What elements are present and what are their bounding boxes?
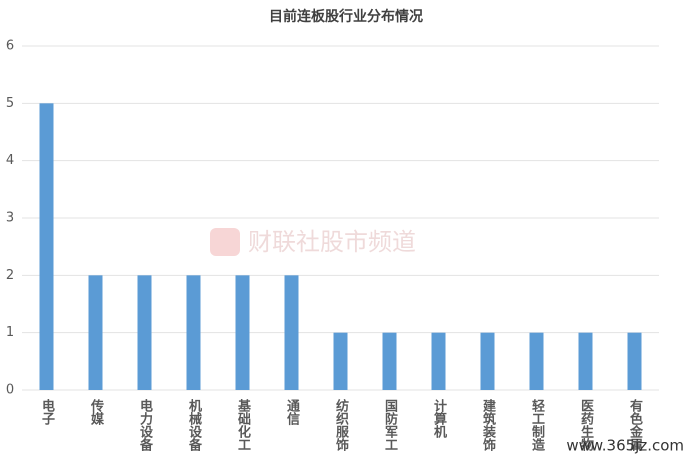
bar — [284, 275, 299, 390]
bar — [627, 332, 642, 390]
x-tick-label: 通信 — [284, 398, 300, 426]
watermark-logo — [210, 228, 240, 256]
bar — [382, 332, 397, 390]
bar — [137, 275, 152, 390]
x-tick-label: 国防军工 — [382, 399, 398, 451]
bar — [88, 275, 103, 390]
x-tick-label: 传媒 — [88, 398, 105, 426]
x-tick-label: 医药生物 — [578, 399, 594, 452]
x-tick-label: 有色金属 — [627, 398, 644, 452]
bar — [186, 275, 201, 390]
y-tick-label: 3 — [6, 211, 14, 226]
bar — [235, 275, 250, 390]
y-tick-label: 6 — [6, 39, 14, 54]
bar — [480, 332, 495, 390]
x-tick-label: 电子 — [39, 398, 55, 426]
x-tick-label: 基础化工 — [235, 398, 252, 451]
source-watermark: www.365jz.com — [566, 437, 684, 455]
x-tick-label: 轻工制造 — [529, 398, 545, 452]
y-tick-label: 0 — [6, 383, 14, 398]
x-tick-label: 电力设备 — [137, 398, 154, 452]
y-tick-label: 2 — [6, 268, 14, 283]
watermark: 财联社股市频道 — [248, 228, 416, 256]
x-tick-label: 计算机 — [431, 398, 447, 439]
x-tick-label: 纺织服饰 — [333, 398, 349, 452]
x-tick-label: 机械设备 — [186, 398, 203, 452]
bar — [578, 332, 593, 390]
x-tick-label: 建筑装饰 — [480, 398, 497, 452]
bar — [333, 332, 348, 390]
y-tick-label: 5 — [6, 96, 14, 111]
y-tick-label: 4 — [6, 153, 14, 168]
chart-title: 目前连板股行业分布情况 — [269, 8, 423, 25]
bar — [529, 332, 544, 390]
bar — [39, 103, 54, 390]
y-tick-label: 1 — [6, 325, 14, 340]
bar — [431, 332, 446, 390]
